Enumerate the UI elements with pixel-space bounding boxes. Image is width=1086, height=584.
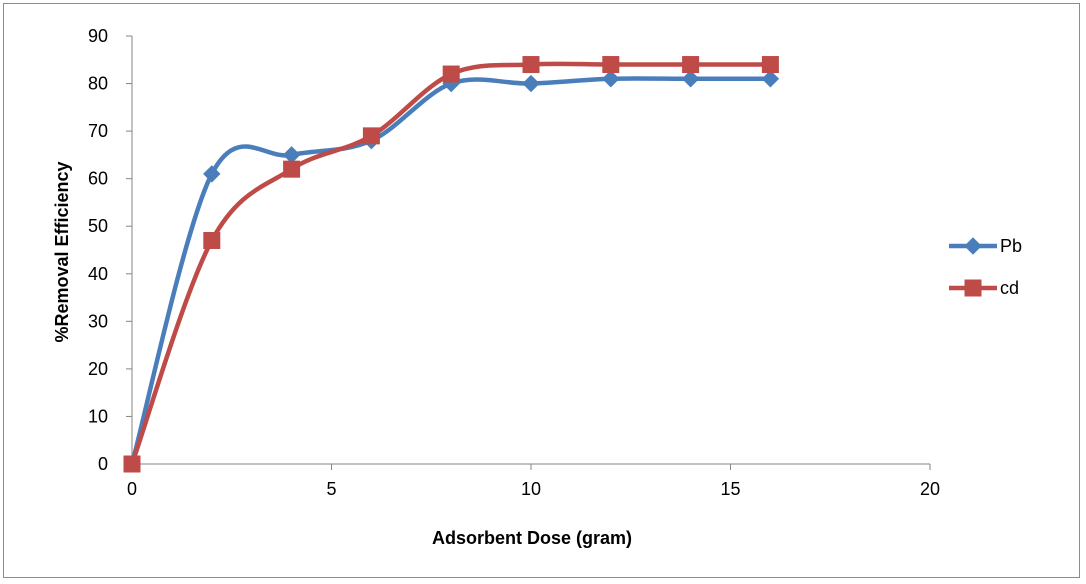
series-pb <box>123 70 780 473</box>
series-layer <box>123 56 780 473</box>
axes: 0 10 20 30 40 50 60 70 80 90 0 5 10 15 20 <box>88 26 940 499</box>
series-cd <box>123 56 779 473</box>
y-tick-label: 30 <box>88 311 108 331</box>
y-tick-label: 0 <box>98 454 108 474</box>
y-tick-label: 80 <box>88 74 108 94</box>
y-tick-label: 50 <box>88 216 108 236</box>
data-point-pb <box>282 146 301 164</box>
x-ticks: 0 5 10 15 20 <box>127 464 940 499</box>
x-tick-label: 5 <box>326 479 336 499</box>
data-point-pb <box>602 70 620 88</box>
data-point-pb <box>522 74 540 93</box>
data-point-pb <box>203 165 221 183</box>
y-axis-title: %Removal Efficiency <box>52 161 72 342</box>
data-point-pb <box>761 70 780 88</box>
y-tick-label: 70 <box>88 121 108 141</box>
legend-label: cd <box>1000 278 1019 298</box>
x-tick-label: 15 <box>720 479 740 499</box>
legend-item-pb: Pb <box>949 236 1022 256</box>
y-tick-label: 20 <box>88 359 108 379</box>
data-point-cd <box>362 127 380 145</box>
data-point-cd <box>522 56 540 74</box>
legend-label: Pb <box>1000 236 1022 256</box>
series-line-cd <box>129 61 771 465</box>
y-ticks: 0 10 20 30 40 50 60 70 80 90 <box>88 26 132 474</box>
x-tick-label: 0 <box>127 479 137 499</box>
legend: Pb cd <box>949 236 1022 298</box>
y-tick-label: 90 <box>88 26 108 46</box>
x-tick-label: 20 <box>920 479 940 499</box>
x-tick-label: 10 <box>521 479 541 499</box>
x-axis-title: Adsorbent Dose (gram) <box>432 528 632 548</box>
chart-area: 0 10 20 30 40 50 60 70 80 90 0 5 10 15 20 Adsorbent D… <box>3 3 1080 578</box>
data-point-pb <box>681 70 700 88</box>
data-point-cd <box>761 56 779 74</box>
y-tick-label: 10 <box>88 406 108 426</box>
data-point-cd <box>602 56 620 74</box>
series-line-pb <box>129 76 771 465</box>
legend-item-cd: cd <box>949 278 1019 298</box>
chart-svg: 0 10 20 30 40 50 60 70 80 90 0 5 10 15 20 Adsorbent D… <box>52 26 1022 548</box>
data-point-cd <box>283 160 301 178</box>
data-point-cd <box>682 56 700 74</box>
y-tick-label: 40 <box>88 264 108 284</box>
legend-swatch-marker <box>964 279 982 297</box>
legend-swatch-marker <box>964 237 982 255</box>
y-tick-label: 60 <box>88 169 108 189</box>
data-point-cd <box>123 455 141 473</box>
data-point-cd <box>442 65 460 83</box>
data-point-cd <box>203 231 221 249</box>
